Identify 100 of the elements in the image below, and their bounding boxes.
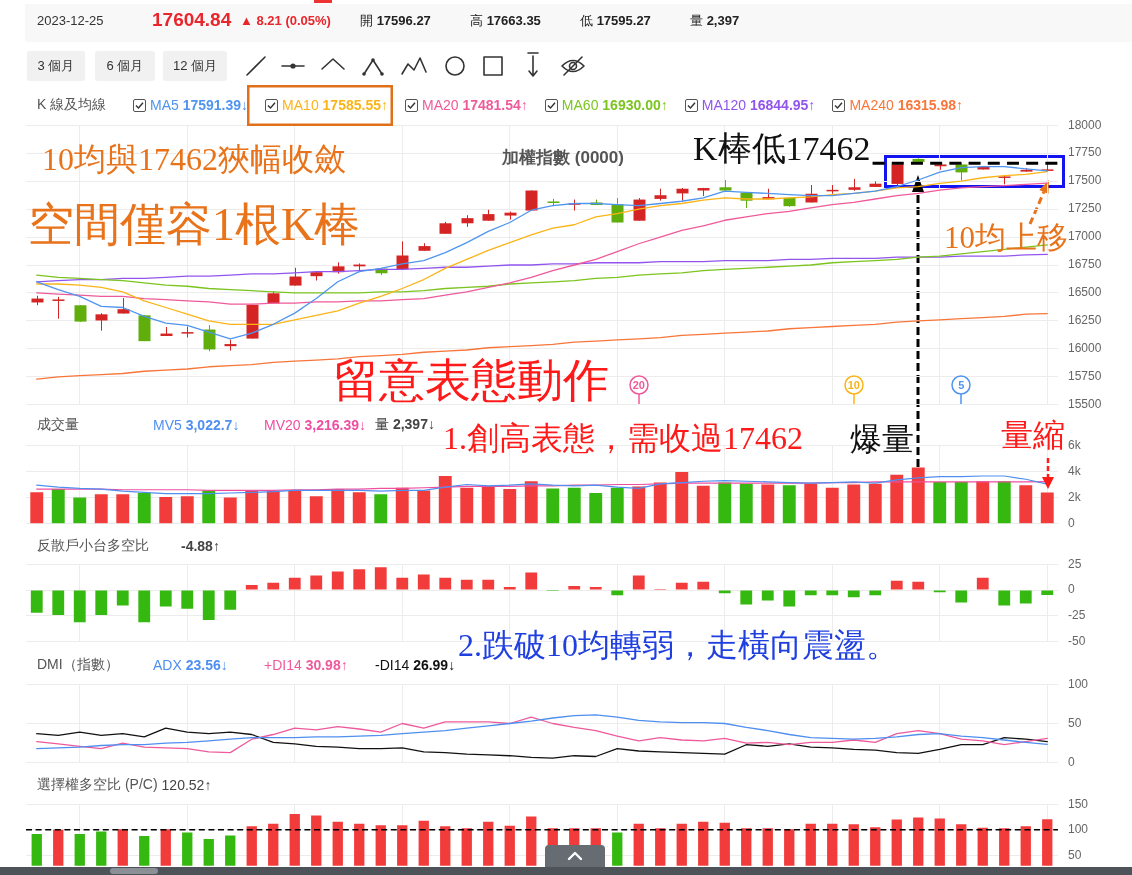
bar [998, 590, 1011, 606]
y-tick-label: 25 [1068, 556, 1082, 571]
y-tick-label: 17250 [1068, 201, 1102, 216]
annotation: 10均與17462狹幅收斂 [42, 141, 346, 178]
text: +DI14 30.98↑ [264, 657, 348, 673]
candlestick [52, 296, 65, 319]
bar [396, 577, 409, 590]
bar [30, 492, 44, 524]
y-tick-label: 0 [1068, 515, 1075, 530]
bar [73, 497, 87, 524]
bar [267, 582, 280, 590]
bar [976, 481, 990, 524]
annotation: 留意表態動作 [333, 355, 609, 408]
bar [374, 494, 388, 524]
y-tick-label: 17500 [1068, 173, 1102, 188]
bar [202, 490, 216, 524]
bar [503, 488, 517, 524]
bar [976, 577, 989, 590]
chart-title: 選擇權多空比 (P/C) [37, 776, 159, 794]
bar [718, 482, 732, 524]
y-tick-label: 50 [1068, 715, 1082, 730]
bar [180, 496, 194, 524]
text: 量 2,397 [690, 13, 740, 28]
y-tick-label: 100 [1068, 821, 1089, 836]
bar [868, 483, 882, 524]
y-tick-label: 16750 [1068, 257, 1102, 272]
bar [739, 483, 753, 524]
y-tick-label: 16250 [1068, 313, 1102, 328]
text: MV20 3,216.39↓ [264, 417, 366, 433]
annotation: 量縮 [1001, 417, 1065, 454]
bar [761, 484, 775, 524]
bar [567, 487, 581, 524]
bar [503, 586, 516, 590]
text: 高 17663.35 [470, 13, 541, 28]
bar [546, 488, 560, 524]
text: MA10 17585.55↑ [282, 97, 388, 113]
text: MA60 16930.00↑ [561, 97, 668, 113]
bar [116, 494, 130, 524]
bar [782, 484, 796, 524]
y-tick-label: 17750 [1068, 145, 1102, 160]
text: MA5 17591.39↓ [150, 97, 249, 113]
text: MV5 3,022.7↓ [153, 417, 240, 433]
bar [568, 585, 581, 590]
bar [653, 482, 667, 524]
annotation: 空間僅容1根K棒 [28, 199, 361, 252]
y-tick-label: 16000 [1068, 340, 1102, 355]
bar [245, 584, 258, 590]
text: -DI14 26.99↓ [375, 657, 456, 673]
y-tick-label: 15500 [1068, 396, 1102, 411]
y-tick-label: 17000 [1068, 229, 1102, 244]
bar [331, 571, 344, 590]
bar [137, 492, 151, 524]
button: 6 個月 [95, 51, 155, 81]
bar [954, 481, 968, 524]
bar [202, 590, 215, 620]
bar [589, 586, 602, 590]
bar [438, 475, 452, 524]
bar [632, 486, 646, 524]
bar [482, 579, 495, 590]
bar [804, 483, 818, 524]
y-tick-label: -25 [1068, 608, 1086, 623]
annotation: 10 [843, 378, 864, 392]
bar [460, 487, 474, 524]
button: 3 個月 [27, 51, 85, 81]
text: 17604.84 [152, 9, 232, 32]
bar [395, 487, 409, 524]
y-tick-label: 16500 [1068, 285, 1102, 300]
chart-subtitle: 量 2,397↓ [375, 416, 435, 432]
bar [525, 572, 538, 590]
chart-subtitle: 120.52↑ [161, 777, 212, 793]
bar [675, 471, 689, 524]
text: 開 17596.27 [360, 13, 431, 28]
annotation: 10均上移 [944, 220, 1068, 256]
bar [1040, 492, 1054, 524]
text: MA240 16315.98↑ [849, 97, 964, 113]
y-tick-label: 2k [1068, 489, 1082, 504]
bar [51, 488, 65, 524]
bar [309, 496, 323, 524]
bar [481, 486, 495, 524]
y-tick-label: -50 [1068, 633, 1086, 648]
y-tick-label: 4k [1068, 463, 1082, 478]
bar [890, 580, 903, 590]
bar [955, 590, 968, 603]
bar [1019, 484, 1033, 524]
bar [632, 575, 645, 590]
bar [94, 494, 108, 524]
y-tick-label: 50 [1068, 847, 1082, 862]
annotation: 2.跌破10均轉弱，走橫向震盪。 [458, 627, 898, 664]
text: ▲ 8.21 (0.05%) [240, 13, 331, 29]
bar [52, 590, 65, 615]
bar [997, 481, 1011, 524]
bar [783, 590, 796, 607]
bar [288, 490, 302, 524]
bar [159, 496, 173, 524]
bar [911, 467, 925, 524]
bar [847, 484, 861, 524]
bar [761, 590, 774, 601]
bar [245, 490, 259, 524]
bar [460, 579, 473, 590]
bar [30, 590, 43, 613]
